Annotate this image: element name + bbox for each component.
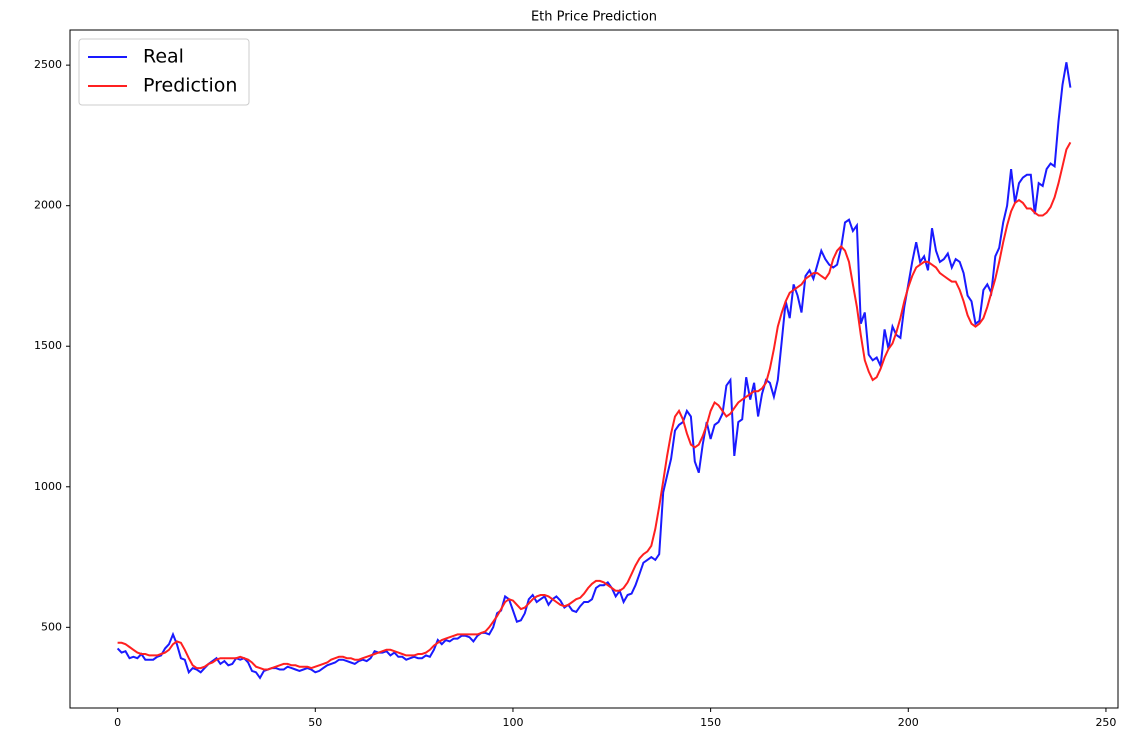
legend-box — [78, 38, 250, 106]
x-tick-label: 250 — [1095, 716, 1116, 729]
plot-frame — [69, 29, 1119, 709]
y-tick-label: 1000 — [34, 480, 62, 493]
x-tick-label: 100 — [502, 716, 523, 729]
y-tick-label: 1500 — [34, 339, 62, 352]
y-tick-label: 2500 — [34, 58, 62, 71]
x-tick-label: 200 — [898, 716, 919, 729]
legend-label: Real — [143, 46, 184, 68]
legend-label: Prediction — [143, 75, 237, 97]
x-tick-label: 0 — [114, 716, 121, 729]
series-line — [116, 62, 1072, 680]
series-line — [117, 141, 1072, 671]
y-tick-label: 500 — [41, 620, 62, 633]
y-tick-label: 2000 — [34, 199, 62, 212]
chart-title: Eth Price Prediction — [531, 10, 657, 25]
x-tick-label: 50 — [308, 716, 322, 729]
x-tick-label: 150 — [700, 716, 721, 729]
